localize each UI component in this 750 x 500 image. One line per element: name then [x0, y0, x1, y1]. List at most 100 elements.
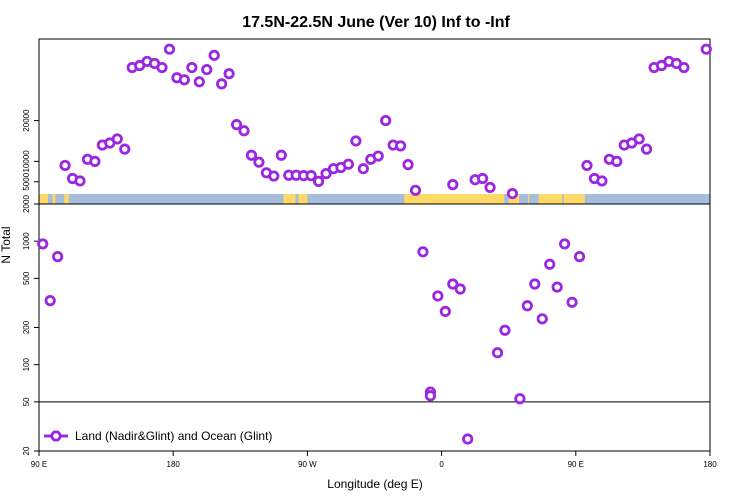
data-point	[186, 61, 198, 74]
y-axis-label: N Total	[0, 226, 13, 263]
data-point	[454, 283, 466, 295]
strip-land	[52, 194, 56, 204]
y-tick-label: 20000	[22, 109, 31, 132]
data-point	[439, 305, 451, 318]
data-point	[230, 119, 243, 131]
data-point	[678, 61, 690, 74]
data-point	[320, 168, 332, 180]
data-point	[536, 313, 548, 325]
data-point	[253, 156, 265, 168]
data-point	[37, 238, 49, 250]
data-point	[245, 149, 258, 161]
data-point	[559, 238, 571, 250]
data-point	[544, 258, 556, 270]
data-point	[52, 251, 64, 263]
data-point	[514, 393, 526, 405]
data-point	[417, 246, 429, 258]
data-point	[409, 184, 422, 196]
x-tick-label: 180	[703, 460, 717, 469]
data-point	[573, 251, 586, 263]
x-tick-label: 90 W	[298, 460, 317, 469]
data-point	[484, 181, 496, 194]
x-tick-label: 180	[167, 460, 181, 469]
data-point	[156, 61, 168, 74]
data-point	[216, 78, 228, 90]
data-point	[111, 133, 123, 145]
y-tick-label: 100	[22, 357, 31, 371]
data-point	[424, 390, 437, 402]
data-point	[566, 296, 578, 308]
data-point	[357, 163, 369, 175]
data-point	[394, 140, 407, 152]
data-point	[477, 172, 489, 185]
legend-entry-label: Land (Nadir&Glint) and Ocean (Glint)	[75, 429, 272, 443]
strip-land	[283, 194, 296, 204]
data-point	[491, 347, 504, 359]
strip-land	[538, 194, 563, 204]
strip-land	[39, 194, 48, 204]
data-point	[119, 143, 131, 155]
strip-land	[508, 194, 520, 204]
legend: Land (Nadir&Glint) and Ocean (Glint)	[44, 429, 272, 443]
chart-title: 17.5N-22.5N June (Ver 10) Inf to -Inf	[242, 14, 510, 31]
y-tick-label: 2000	[22, 195, 31, 213]
data-point	[89, 155, 101, 167]
data-point	[74, 175, 86, 187]
y-tick-label: 1000	[22, 232, 31, 250]
strip-land	[64, 194, 69, 204]
x-tick-label: 90 E	[568, 460, 584, 469]
strip-land	[404, 194, 505, 204]
data-point	[611, 155, 623, 167]
y-tick-label: 200	[22, 320, 31, 334]
data-point	[380, 114, 392, 127]
data-point	[447, 179, 459, 191]
data-point	[506, 187, 519, 200]
data-point	[163, 43, 176, 55]
data-point	[551, 281, 563, 293]
data-point	[499, 324, 511, 336]
y-tick-label: 20	[22, 446, 31, 455]
data-point	[193, 76, 205, 88]
data-point	[223, 68, 235, 80]
data-point	[201, 63, 213, 76]
data-point	[268, 170, 280, 182]
data-point	[633, 133, 645, 145]
data-point	[402, 159, 414, 171]
data-point	[59, 159, 71, 172]
plot-frame	[38, 38, 711, 452]
y-tick-label: 5000	[22, 172, 31, 190]
data-point	[275, 149, 287, 161]
data-point	[521, 300, 533, 312]
data-point	[700, 43, 712, 55]
y-tick-label: 500	[22, 271, 31, 285]
y-tick-label: 50	[22, 397, 31, 406]
y-tick-label: 10000	[22, 150, 31, 173]
data-point	[342, 158, 355, 170]
x-tick-label: 90 E	[31, 460, 47, 469]
land-sea-strip	[39, 194, 710, 204]
x-tick-label: 0	[439, 460, 444, 469]
data-point	[305, 170, 317, 182]
data-point	[596, 175, 608, 187]
data-point	[447, 278, 459, 290]
data-point	[432, 290, 444, 302]
data-point	[529, 278, 541, 290]
strip-land	[563, 194, 585, 204]
data-point	[641, 143, 653, 155]
data-point	[208, 49, 220, 61]
x-axis-label: Longitude (deg E)	[327, 477, 422, 491]
strip-land	[298, 194, 308, 204]
data-point	[44, 295, 56, 307]
data-point	[238, 125, 250, 137]
data-point	[178, 74, 190, 86]
data-points	[37, 43, 712, 445]
legend-marker	[50, 430, 62, 442]
x-axis: 90 E 180 90 W 0 90 E 180	[31, 451, 717, 469]
data-point	[372, 150, 384, 162]
data-point	[581, 159, 593, 172]
y-axis-lower: 20 50 100 200 500 1000 2000	[22, 195, 39, 455]
data-point	[462, 433, 474, 445]
data-point	[312, 175, 325, 187]
